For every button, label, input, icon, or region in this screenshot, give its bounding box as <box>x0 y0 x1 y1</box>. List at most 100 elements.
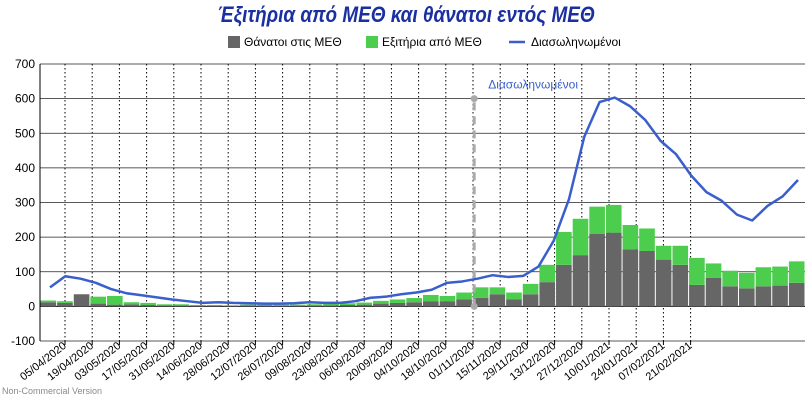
bar-deaths <box>256 305 273 307</box>
line-series <box>49 96 799 305</box>
bar-discharges <box>90 296 107 304</box>
y-tick-label: 300 <box>15 196 35 210</box>
bar-discharges <box>206 304 223 306</box>
bar-discharges <box>289 304 306 306</box>
bar-deaths <box>572 255 589 307</box>
bar-deaths <box>788 282 805 307</box>
y-tick-label: 200 <box>15 230 35 244</box>
bar-deaths <box>639 250 655 307</box>
annotation-marker-top <box>470 95 478 103</box>
bar-deaths <box>339 304 356 307</box>
y-tick-label: 100 <box>15 265 35 279</box>
bar-discharges <box>755 267 772 287</box>
bar-discharges <box>472 287 489 298</box>
bar-discharges <box>705 263 722 278</box>
bar-deaths <box>190 305 206 307</box>
bar-discharges <box>722 270 738 287</box>
bar-deaths <box>389 302 406 307</box>
y-tick-label: 700 <box>15 57 35 71</box>
legend: Θάνατοι στις ΜΕΘ Εξιτήρια από ΜΕΘ Διασωλην… <box>228 35 621 49</box>
bar-discharges <box>423 294 439 302</box>
bar-deaths <box>722 286 738 307</box>
bar-discharges <box>339 303 356 305</box>
annotation-label: Διασωληνωμένοι <box>488 78 578 92</box>
bar-discharges <box>522 283 539 295</box>
annotation: Διασωληνωμένοι <box>470 78 578 310</box>
bar-deaths <box>539 282 556 307</box>
bar-discharges <box>306 304 323 306</box>
legend-swatch-deaths <box>228 36 240 48</box>
bar-deaths <box>456 299 472 307</box>
y-tick-label: 0 <box>28 299 35 313</box>
bar-deaths <box>506 299 522 307</box>
bar-discharges <box>140 302 156 305</box>
bar-deaths <box>240 305 256 307</box>
bar-discharges <box>456 292 472 300</box>
bar-deaths <box>472 297 489 307</box>
bar-deaths <box>173 305 190 307</box>
bar-discharges <box>788 261 805 283</box>
bar-discharges <box>273 304 289 306</box>
bar-discharges <box>556 231 572 265</box>
y-tick-label: 500 <box>15 126 35 140</box>
bar-deaths <box>406 302 422 307</box>
bar-discharges <box>173 304 190 306</box>
bar-discharges <box>589 206 605 234</box>
bar-discharges <box>506 292 522 300</box>
bar-deaths <box>439 301 456 307</box>
bar-deaths <box>705 277 722 307</box>
bar-deaths <box>57 302 73 307</box>
y-tick-label: 600 <box>15 92 35 106</box>
bar-deaths <box>655 259 672 307</box>
bar-discharges <box>689 257 705 285</box>
legend-swatch-discharges <box>366 36 378 48</box>
bar-discharges <box>57 301 73 303</box>
bar-discharges <box>240 304 256 306</box>
y-tick-label: 400 <box>15 161 35 175</box>
chart-title: Έξιτήρια από ΜΕΘ και θάνατοι εντός ΜΕΘ <box>217 2 595 27</box>
bar-deaths <box>689 284 705 307</box>
bar-discharges <box>772 266 788 286</box>
bar-discharges <box>356 302 373 305</box>
legend-label-deaths: Θάνατοι στις ΜΕΘ <box>244 35 342 49</box>
legend-label-intubated: Διασωληνωμένοι <box>531 35 621 49</box>
bar-deaths <box>772 285 788 307</box>
bar-discharges <box>123 302 140 305</box>
bar-discharges <box>323 303 339 306</box>
bar-deaths <box>107 304 123 307</box>
bar-discharges <box>489 287 506 295</box>
bar-discharges <box>639 228 655 251</box>
bar-deaths <box>755 286 772 307</box>
bar-deaths <box>40 302 57 307</box>
bar-deaths <box>90 303 107 307</box>
bar-discharges <box>738 272 755 289</box>
bar-discharges <box>156 304 173 306</box>
bar-deaths <box>605 232 622 307</box>
bar-deaths <box>156 305 173 307</box>
bar-deaths <box>289 305 306 307</box>
bar-deaths <box>140 304 156 307</box>
bar-deaths <box>273 305 289 307</box>
bar-discharges <box>572 218 589 256</box>
bar-deaths <box>522 294 539 307</box>
bar-discharges <box>672 245 689 265</box>
bar-discharges <box>107 295 123 305</box>
bar-deaths <box>206 305 223 307</box>
legend-label-discharges: Εξιτήρια από ΜΕΘ <box>382 35 482 49</box>
bar-deaths <box>323 305 339 307</box>
bar-discharges <box>406 298 422 303</box>
bar-discharges <box>190 304 206 306</box>
line-intubated <box>49 96 799 305</box>
annotation-marker-bottom <box>470 302 478 310</box>
bar-discharges <box>622 225 639 250</box>
bar-discharges <box>439 295 456 302</box>
bars <box>40 204 805 307</box>
bar-discharges <box>605 204 622 233</box>
bar-deaths <box>223 305 240 307</box>
bar-discharges <box>40 300 57 303</box>
bar-deaths <box>589 233 605 307</box>
bar-discharges <box>256 304 273 306</box>
bar-deaths <box>489 294 506 307</box>
bar-deaths <box>622 249 639 307</box>
